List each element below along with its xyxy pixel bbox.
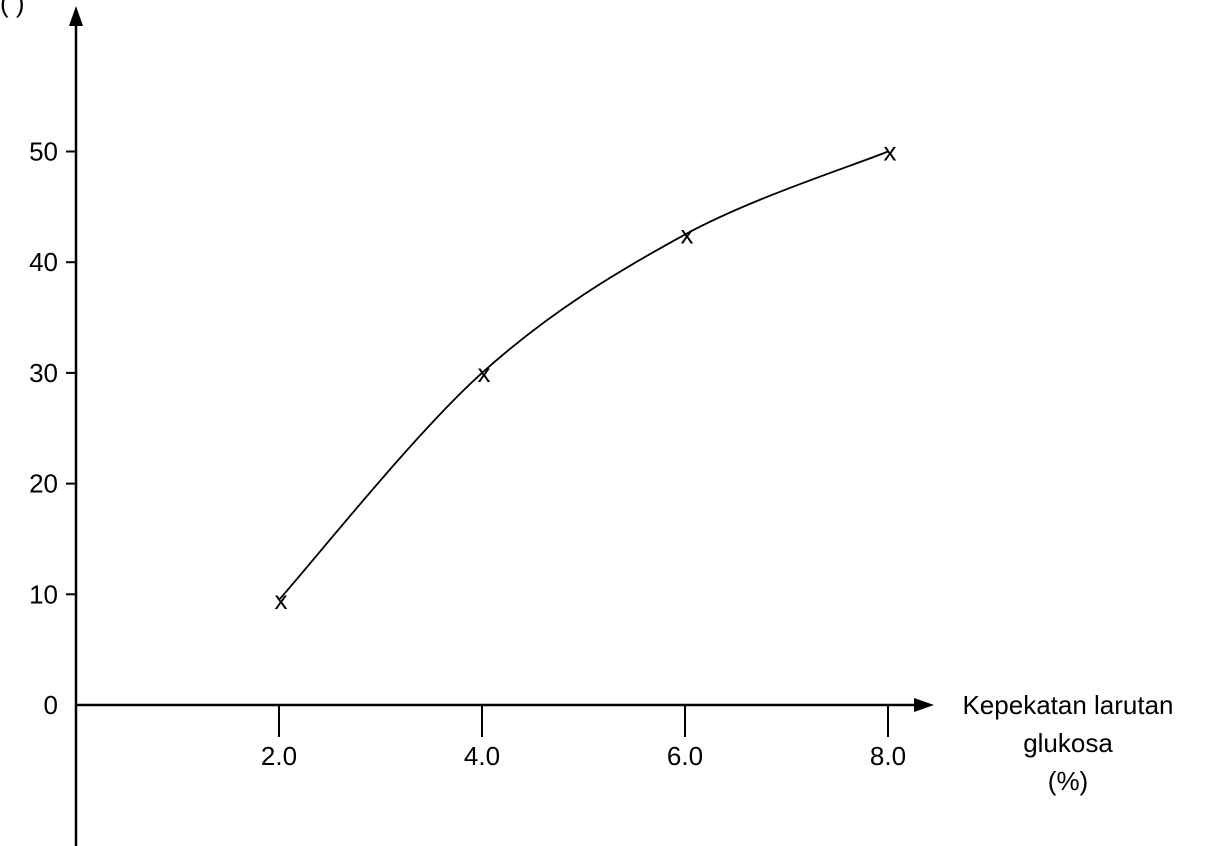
y-axis-ticks: 0 10 20 30 40 50 (29, 137, 76, 720)
y-tick-label: 0 (44, 690, 58, 720)
x-axis-label: Kepekatan larutan glukosa (%) (962, 690, 1173, 796)
x-axis-ticks: 2.0 4.0 6.0 8.0 (261, 705, 906, 771)
y-tick-label: 40 (29, 247, 58, 277)
y-tick-label: 30 (29, 358, 58, 388)
x-tick-label: 2.0 (261, 741, 297, 771)
y-tick-label: 10 (29, 579, 58, 609)
data-markers: x x x x (275, 137, 897, 615)
data-point-marker: x (884, 137, 897, 167)
x-tick-label: 6.0 (667, 741, 703, 771)
x-tick-label: 8.0 (870, 741, 906, 771)
x-axis-label-line-1: Kepekatan larutan (962, 690, 1173, 720)
y-tick-label: 50 (29, 137, 58, 167)
x-axis-arrowhead (914, 698, 934, 712)
y-axis-label-fragment: ( ) (0, 0, 25, 18)
y-axis-arrowhead (69, 6, 83, 26)
data-point-marker: x (681, 220, 694, 250)
data-point-marker: x (275, 585, 288, 615)
x-tick-label: 4.0 (464, 741, 500, 771)
x-axis-label-line-3: (%) (1048, 766, 1088, 796)
x-axis-label-line-2: glukosa (1023, 728, 1113, 758)
data-point-marker: x (478, 358, 491, 388)
y-tick-label: 20 (29, 469, 58, 499)
data-curve (278, 150, 889, 601)
axes (69, 6, 934, 846)
